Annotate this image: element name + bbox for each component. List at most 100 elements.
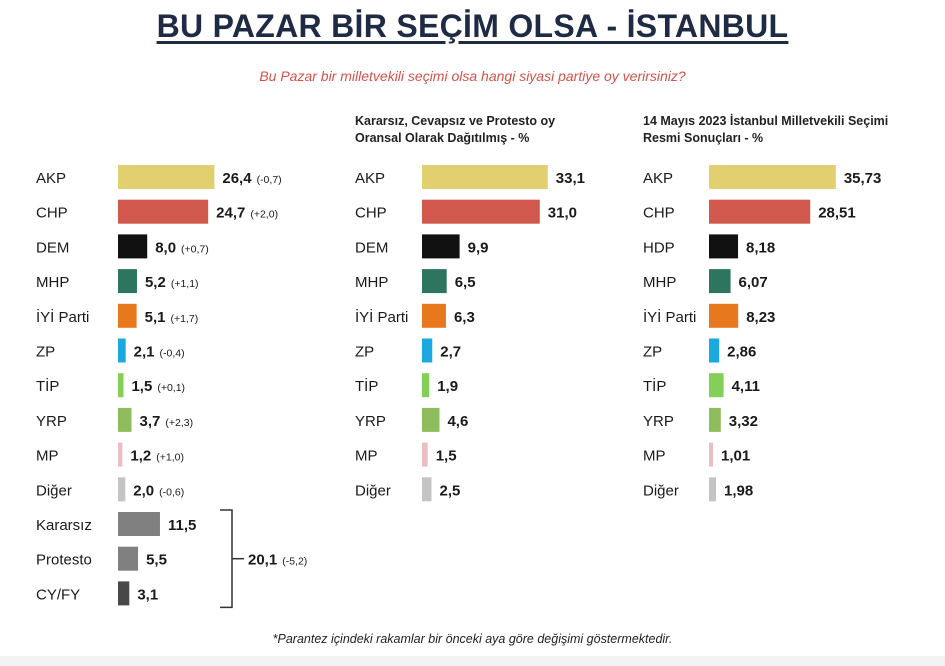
value-label-c2-9: 2,5 [440, 482, 461, 499]
category-label-c3-2: HDP [643, 239, 675, 256]
page-title: BU PAZAR BİR SEÇİM OLSA - İSTANBUL [156, 8, 789, 44]
value-label-c3-1: 28,51 [818, 205, 856, 222]
bar-c1-5 [118, 338, 126, 363]
group-total-change: (-5,2) [282, 556, 307, 568]
category-label-c3-7: YRP [643, 413, 674, 430]
category-label-c2-4: İYİ Parti [355, 308, 408, 326]
category-label-c2-9: Diğer [355, 482, 391, 499]
category-label-c1-12: CY/FY [36, 586, 80, 603]
value-label-c1-2: 8,0 [155, 239, 176, 256]
bar-c1-12 [118, 581, 130, 606]
bar-c1-4 [118, 303, 137, 328]
bar-c2-3 [422, 269, 447, 294]
category-label-c2-1: CHP [355, 205, 387, 222]
column-heading-2023-results: 14 Mayıs 2023 İstanbul Milletvekili Seçi… [643, 114, 889, 145]
bar-c3-9 [709, 477, 717, 502]
category-label-c1-4: İYİ Parti [36, 308, 89, 326]
category-label-c1-8: MP [36, 448, 59, 465]
category-label-c2-2: DEM [355, 239, 388, 256]
bar-c2-0 [422, 165, 548, 189]
category-label-c3-3: MHP [643, 274, 676, 291]
category-label-c1-10: Kararsız [36, 517, 92, 534]
value-label-c2-3: 6,5 [455, 274, 476, 291]
value-label-c2-0: 33,1 [556, 170, 585, 187]
value-label-c2-5: 2,7 [440, 344, 461, 361]
value-label-c1-6: 1,5 [131, 378, 152, 395]
category-label-c2-6: TİP [355, 377, 378, 395]
category-label-c2-5: ZP [355, 344, 374, 361]
category-label-c3-9: Diğer [643, 482, 679, 499]
value-label-c2-1: 31,0 [548, 205, 577, 222]
bar-c3-3 [709, 269, 731, 294]
value-label-c1-4: 5,1 [145, 309, 166, 326]
value-label-c2-4: 6,3 [454, 309, 475, 326]
bar-c3-5 [709, 338, 720, 363]
category-label-c3-0: AKP [643, 170, 673, 187]
bar-c1-2 [118, 234, 148, 259]
value-label-c3-2: 8,18 [746, 239, 775, 256]
category-label-c1-7: YRP [36, 413, 67, 430]
change-label-c1-6: (+0,1) [157, 382, 185, 394]
bar-c2-9 [422, 477, 432, 502]
value-label-c2-2: 9,9 [468, 239, 489, 256]
change-label-c1-2: (+0,7) [181, 243, 209, 255]
bar-c3-0 [709, 165, 836, 189]
change-label-c1-8: (+1,0) [156, 452, 184, 464]
value-label-c3-7: 3,32 [729, 413, 758, 430]
category-label-c2-3: MHP [355, 274, 388, 291]
bar-c1-6 [118, 373, 124, 398]
value-label-c1-10: 11,5 [168, 517, 196, 534]
bar-c2-8 [422, 442, 428, 467]
value-label-c1-11: 5,5 [146, 552, 167, 569]
bar-c1-3 [118, 269, 137, 294]
change-label-c1-4: (+1,7) [170, 313, 198, 325]
value-label-c3-8: 1,01 [721, 448, 750, 465]
bar-c3-2 [709, 234, 739, 259]
category-label-c3-8: MP [643, 448, 666, 465]
change-label-c1-9: (-0,6) [159, 486, 184, 498]
bar-c3-7 [709, 407, 721, 432]
bar-c2-7 [422, 407, 440, 432]
bar-c3-1 [709, 199, 811, 224]
change-label-c1-1: (+2,0) [250, 209, 278, 221]
value-label-c3-9: 1,98 [724, 482, 753, 499]
value-label-c2-6: 1,9 [437, 378, 458, 395]
value-label-c2-7: 4,6 [447, 413, 468, 430]
value-label-c1-12: 3,1 [137, 586, 158, 603]
change-label-c1-3: (+1,1) [171, 278, 199, 290]
bar-c2-1 [422, 199, 540, 224]
category-label-c1-2: DEM [36, 239, 69, 256]
value-label-c1-3: 5,2 [145, 274, 166, 291]
bar-c2-6 [422, 373, 430, 398]
bar-c2-2 [422, 234, 460, 259]
bar-charts: AKP 26,4 (-0,7) CHP 24,7 (+2,0) DEM 8,0 (+0,7) MH… [36, 165, 882, 609]
value-label-c3-0: 35,73 [844, 170, 882, 187]
value-label-c1-8: 1,2 [130, 448, 151, 465]
bar-c3-8 [709, 442, 713, 467]
value-label-c1-7: 3,7 [140, 413, 161, 430]
bar-c2-5 [422, 338, 433, 363]
value-label-c1-0: 26,4 [222, 170, 252, 187]
page-subtitle: Bu Pazar bir milletvekili seçimi olsa ha… [259, 68, 686, 84]
column-heading-distributed: Kararsız, Cevapsız ve Protesto oy Oransa… [355, 114, 556, 145]
category-label-c1-9: Diğer [36, 482, 72, 499]
change-label-c1-0: (-0,7) [257, 174, 282, 186]
group-total-value: 20,1 [248, 552, 277, 569]
category-label-c2-0: AKP [355, 170, 385, 187]
value-label-c3-5: 2,86 [727, 344, 756, 361]
category-label-c1-6: TİP [36, 377, 59, 395]
category-label-c3-4: İYİ Parti [643, 308, 696, 326]
category-label-c2-8: MP [355, 448, 378, 465]
category-label-c2-7: YRP [355, 413, 386, 430]
bar-c1-7 [118, 407, 132, 432]
value-label-c1-9: 2,0 [133, 482, 154, 499]
bar-c1-10 [118, 512, 160, 536]
value-label-c3-6: 4,11 [732, 378, 760, 395]
value-label-c1-5: 2,1 [134, 344, 155, 361]
category-label-c3-5: ZP [643, 344, 662, 361]
category-label-c3-1: CHP [643, 205, 675, 222]
bar-c3-6 [709, 373, 724, 398]
bar-c1-0 [118, 165, 215, 189]
bar-c1-11 [118, 546, 139, 571]
bar-c1-1 [118, 199, 209, 224]
